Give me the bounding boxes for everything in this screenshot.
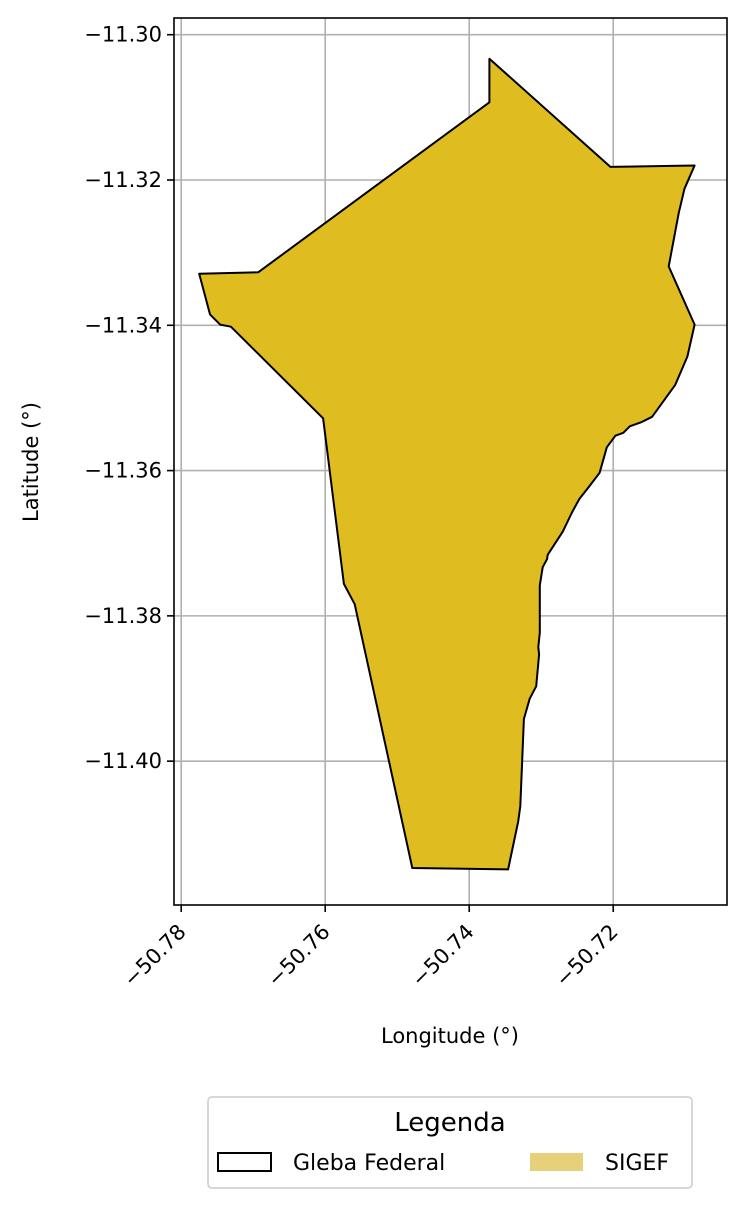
y-tick-label: −11.30 xyxy=(84,23,162,47)
x-axis-ticks: −50.78 −50.76 −50.74 −50.72 xyxy=(119,905,623,991)
y-axis-label: Latitude (°) xyxy=(19,402,43,522)
legend-label-gleba-federal: Gleba Federal xyxy=(293,1151,445,1176)
y-tick-label: −11.38 xyxy=(84,604,162,628)
y-tick-label: −11.32 xyxy=(84,168,162,192)
legend: Legenda Gleba Federal SIGEF xyxy=(207,1096,693,1189)
x-tick-label: −50.74 xyxy=(407,920,479,992)
y-tick-label: −11.36 xyxy=(84,459,162,483)
x-tick-label: −50.76 xyxy=(263,920,335,992)
plot-frame xyxy=(173,17,728,906)
y-axis-ticks: −11.30 −11.32 −11.34 −11.36 −11.38 −11.40 xyxy=(84,23,174,773)
legend-label-sigef: SIGEF xyxy=(605,1151,669,1176)
x-tick-label: −50.78 xyxy=(119,920,191,992)
legend-swatch-sigef xyxy=(530,1153,583,1171)
x-axis-label: Longitude (°) xyxy=(381,1024,519,1048)
legend-title: Legenda xyxy=(394,1108,505,1138)
y-tick-label: −11.34 xyxy=(84,313,162,337)
legend-swatch-gleba-federal xyxy=(217,1152,272,1172)
gleba-federal-polygon xyxy=(198,57,696,871)
y-tick-label: −11.40 xyxy=(84,749,162,773)
x-tick-label: −50.72 xyxy=(551,920,623,992)
